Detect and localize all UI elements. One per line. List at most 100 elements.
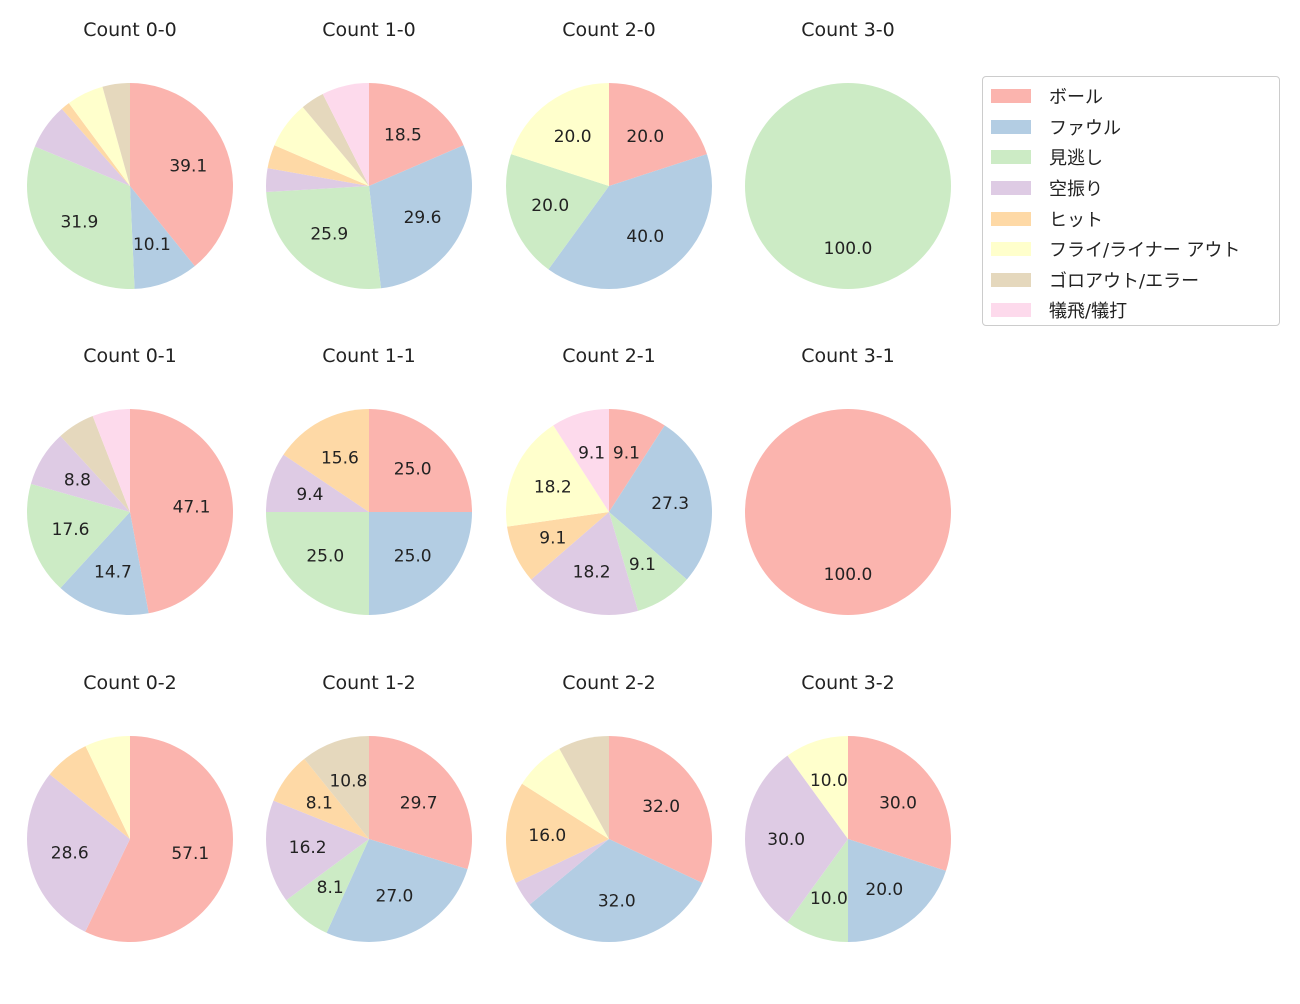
legend-swatch bbox=[991, 211, 1031, 226]
slice-label: 57.1 bbox=[171, 844, 209, 864]
slice-label: 18.2 bbox=[573, 562, 611, 582]
pie-slice bbox=[130, 409, 233, 614]
legend-swatch bbox=[991, 150, 1031, 165]
slice-label: 20.0 bbox=[554, 127, 592, 147]
slice-label: 29.7 bbox=[400, 793, 438, 813]
slice-label: 27.0 bbox=[376, 886, 414, 906]
pie-slice bbox=[548, 154, 712, 289]
pie-slice bbox=[60, 512, 149, 616]
slice-label: 25.9 bbox=[310, 224, 348, 244]
pie-count-1-1: Count 1-1 25.0 25.0 25.0 9.4 15.6 bbox=[266, 345, 472, 615]
legend-label: ボール bbox=[1049, 87, 1103, 109]
legend-swatch bbox=[991, 119, 1031, 134]
slice-label: 32.0 bbox=[598, 891, 636, 911]
pie-slice bbox=[273, 758, 369, 839]
pie-slice bbox=[326, 839, 468, 942]
legend-swatch bbox=[991, 242, 1031, 257]
pie-slice bbox=[266, 512, 369, 615]
pie-slice bbox=[609, 83, 707, 186]
slice-label: 25.0 bbox=[394, 547, 432, 567]
pie-slice bbox=[511, 83, 609, 186]
slice-label: 16.0 bbox=[528, 826, 566, 846]
pie-slice bbox=[369, 145, 473, 289]
pie-count-3-1: Count 3-1 100.0 bbox=[745, 345, 951, 615]
pie-title: Count 2-2 bbox=[562, 672, 656, 694]
pie-slice bbox=[609, 512, 687, 611]
legend-swatch bbox=[991, 89, 1031, 104]
pie-slice bbox=[27, 774, 131, 932]
slice-label: 30.0 bbox=[879, 794, 917, 814]
pie-title: Count 1-2 bbox=[322, 672, 416, 694]
pie-title: Count 1-0 bbox=[322, 19, 416, 41]
pie-title: Count 2-0 bbox=[562, 19, 656, 41]
pie-slice bbox=[506, 425, 609, 527]
pie-count-1-0: Count 1-0 18.5 29.6 25.9 bbox=[266, 19, 473, 289]
pie-slice bbox=[848, 839, 946, 942]
pie-slice bbox=[266, 168, 369, 192]
slice-label: 9.1 bbox=[613, 444, 640, 464]
slice-label: 9.1 bbox=[578, 444, 605, 464]
slice-label: 9.4 bbox=[296, 485, 323, 505]
pie-slice bbox=[61, 103, 130, 186]
pie-slice bbox=[522, 748, 609, 839]
legend-item: ゴロアウト/エラー bbox=[991, 265, 1279, 296]
pie-slice bbox=[559, 736, 609, 839]
pie-slice bbox=[745, 755, 848, 923]
pie-count-0-2: Count 0-2 57.1 28.6 bbox=[27, 672, 234, 943]
pie-slice bbox=[266, 800, 369, 901]
legend-item: フライ/ライナー アウト bbox=[991, 234, 1279, 265]
pie-slice bbox=[304, 736, 369, 839]
legend-label: フライ/ライナー アウト bbox=[1049, 240, 1241, 262]
pie-slice bbox=[529, 839, 703, 942]
pie-slice bbox=[130, 83, 234, 267]
pie-slice bbox=[515, 839, 609, 905]
slice-label: 17.6 bbox=[52, 520, 90, 540]
legend-label: 空振り bbox=[1049, 179, 1103, 201]
legend-item: ヒット bbox=[991, 203, 1279, 234]
pie-slice bbox=[286, 839, 369, 933]
pie-slice bbox=[369, 512, 472, 615]
pie-slice bbox=[369, 409, 472, 512]
pie-title: Count 3-1 bbox=[801, 345, 895, 367]
slice-label: 100.0 bbox=[824, 239, 873, 259]
legend-label: 見逃し bbox=[1049, 148, 1103, 170]
slice-label: 31.9 bbox=[60, 212, 98, 232]
pie-slice bbox=[848, 736, 951, 871]
pie-slice bbox=[266, 186, 381, 289]
pie-title: Count 0-1 bbox=[83, 345, 177, 367]
slice-label: 20.0 bbox=[626, 127, 664, 147]
slice-label: 10.0 bbox=[810, 889, 848, 909]
pie-title: Count 3-2 bbox=[801, 672, 895, 694]
pie-slice bbox=[85, 736, 130, 839]
slice-label: 8.8 bbox=[64, 471, 91, 491]
legend-swatch bbox=[991, 303, 1031, 318]
slice-label: 18.5 bbox=[384, 125, 422, 145]
slice-label: 32.0 bbox=[642, 797, 680, 817]
pie-slice bbox=[274, 107, 369, 186]
legend-label: ゴロアウト/エラー bbox=[1049, 270, 1200, 292]
pie-slice bbox=[609, 736, 712, 883]
slice-label: 9.1 bbox=[539, 529, 566, 549]
legend-item: 見逃し bbox=[991, 142, 1279, 173]
slice-label: 40.0 bbox=[626, 227, 664, 247]
pie-count-0-0: Count 0-0 39.1 10.1 31.9 bbox=[27, 19, 234, 289]
pie-slice bbox=[302, 93, 369, 186]
pie-slice bbox=[745, 409, 951, 615]
pie-slice bbox=[92, 409, 130, 512]
legend-label: 犠飛/犠打 bbox=[1049, 301, 1128, 323]
pie-slice bbox=[49, 746, 130, 839]
pie-title: Count 0-0 bbox=[83, 19, 177, 41]
slice-label: 18.2 bbox=[534, 477, 572, 497]
pie-count-0-1: Count 0-1 47.1 14.7 17.6 8.8 bbox=[26, 345, 233, 616]
slice-label: 29.6 bbox=[404, 208, 442, 228]
slice-label: 20.0 bbox=[865, 880, 903, 900]
pie-slice bbox=[85, 736, 234, 943]
slice-label: 8.1 bbox=[317, 878, 344, 898]
pie-slice bbox=[60, 415, 130, 512]
slice-label: 27.3 bbox=[651, 494, 689, 514]
slice-label: 8.1 bbox=[306, 793, 333, 813]
slice-label: 47.1 bbox=[173, 497, 211, 517]
slice-label: 9.1 bbox=[629, 555, 656, 575]
pie-slice bbox=[787, 839, 848, 942]
